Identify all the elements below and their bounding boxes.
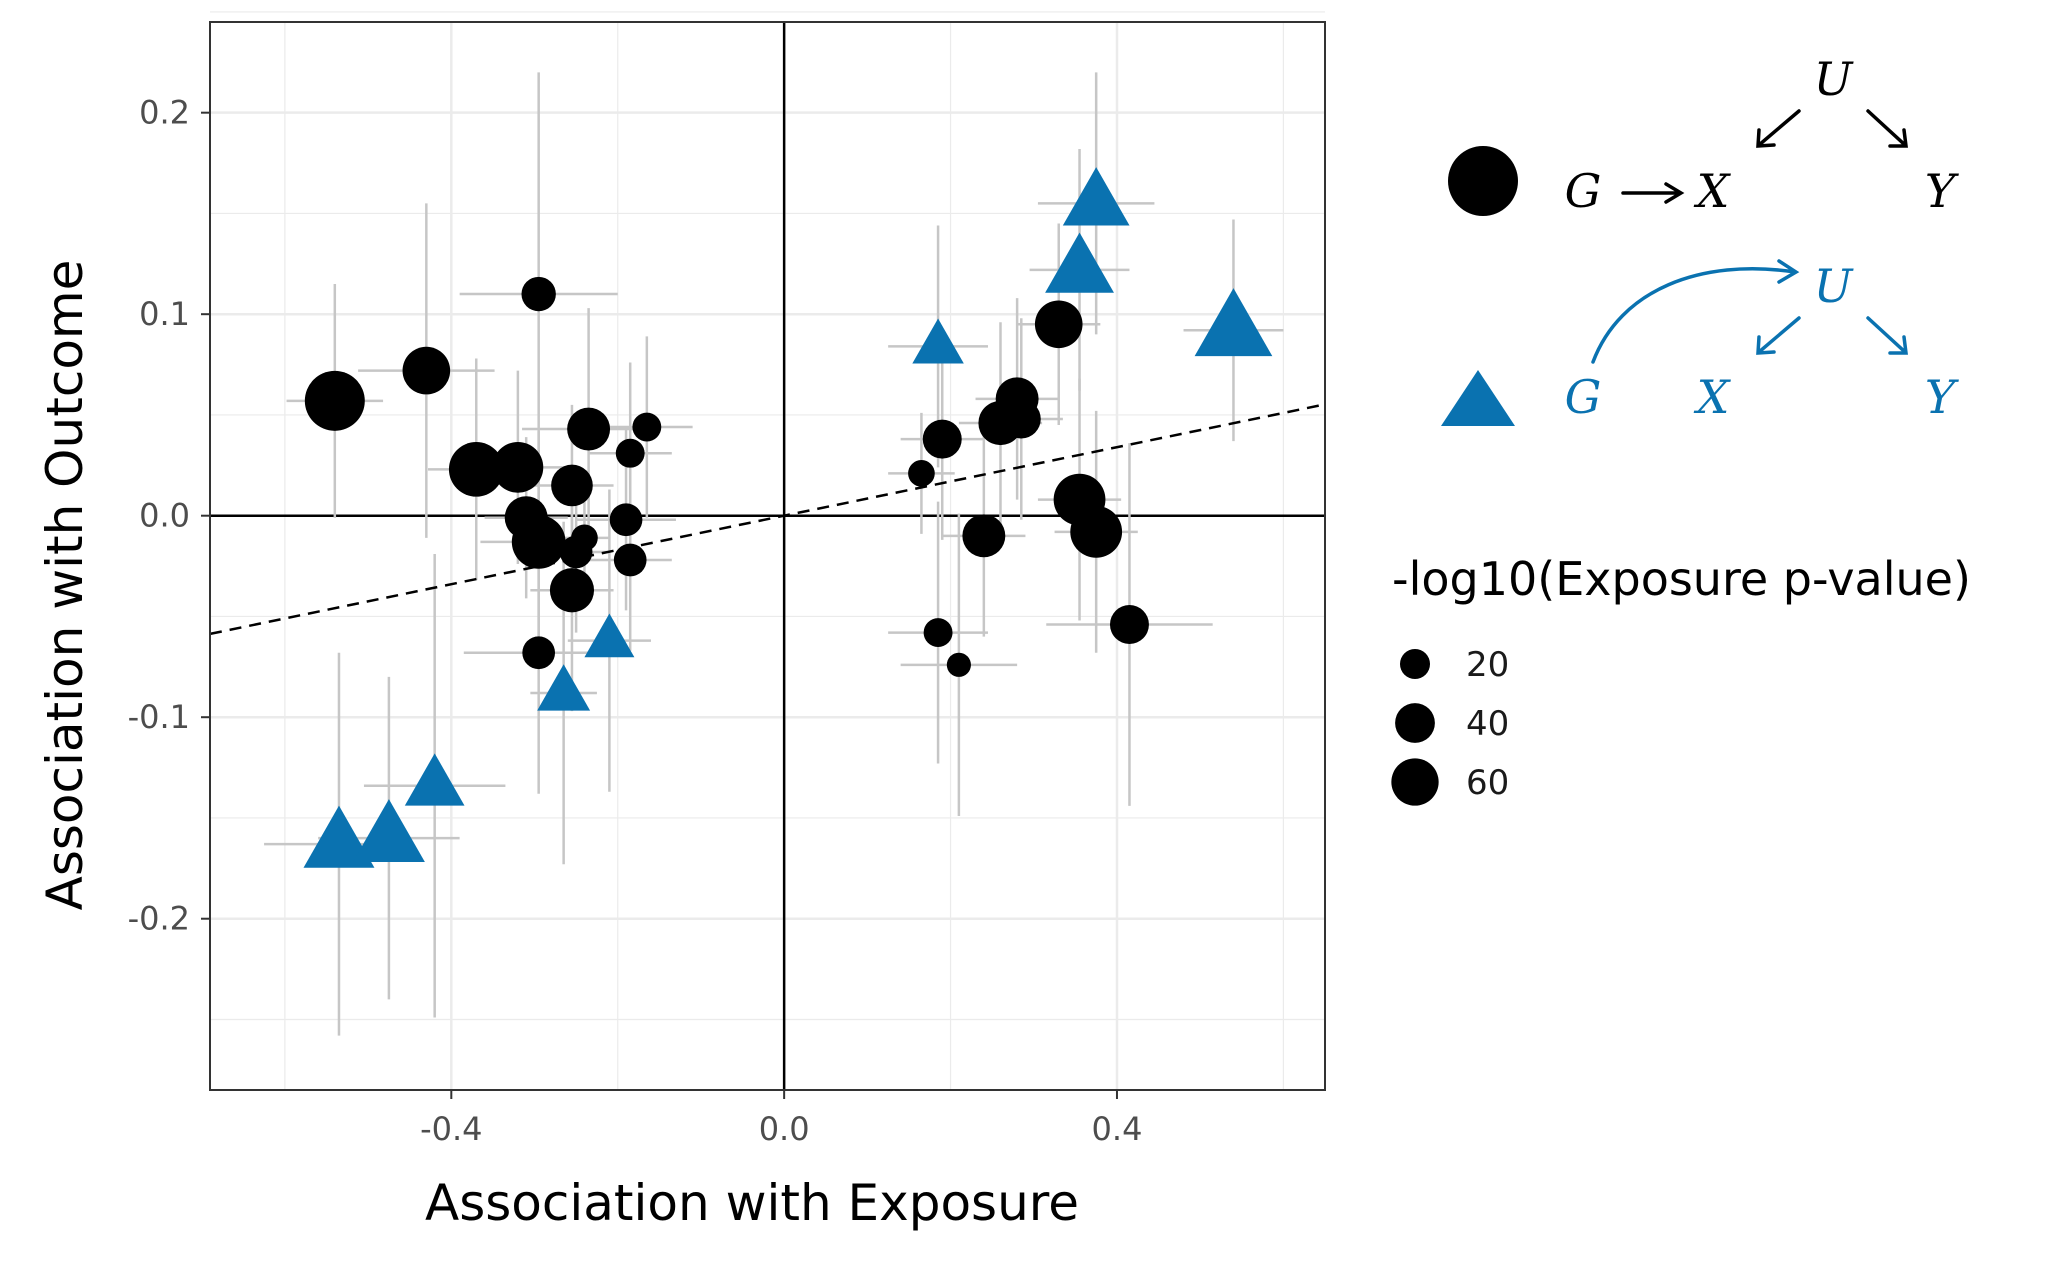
zero-lines: [210, 22, 1325, 1090]
arrow-u-to-y-icon: [1866, 109, 1908, 148]
legend-circle-marker: [1448, 146, 1518, 216]
y-tick-label: 0.1: [139, 295, 190, 333]
dag-node-y: Y: [1925, 164, 1960, 218]
circle-point: [521, 276, 556, 312]
circle-point: [922, 419, 962, 459]
triangle-point: [1194, 288, 1273, 357]
triangle-point: [303, 805, 375, 868]
circle-point: [567, 407, 611, 451]
circle-point: [522, 636, 556, 670]
circle-point: [1034, 300, 1083, 349]
circle-point: [492, 441, 544, 493]
size-legend-circle: [1391, 758, 1439, 806]
circle-point: [304, 370, 365, 431]
circle-point: [571, 524, 598, 552]
dag-node-x: X: [1694, 164, 1732, 218]
y-axis-ticks: -0.2 -0.1 0.0 0.1 0.2: [128, 94, 210, 938]
size-legend-label: 20: [1466, 645, 1509, 685]
circle-point: [908, 460, 935, 487]
circle-point: [962, 514, 1006, 558]
x-axis-title: Association with Exposure: [425, 1174, 1079, 1232]
triangle-point: [912, 318, 964, 364]
size-legend-circle: [1395, 703, 1435, 743]
circle-point: [511, 515, 566, 569]
x-tick-label: -0.4: [420, 1110, 482, 1148]
arrow-g-to-x-icon: [1621, 182, 1685, 204]
legend-triangle-marker: [1441, 370, 1515, 426]
dag-node-x: X: [1694, 370, 1732, 424]
x-axis-ticks: -0.4 0.0 0.4: [420, 1090, 1142, 1148]
pleiotropic-dag-diagram: U G X Y: [1441, 259, 1960, 426]
dashed-reference-line: [209, 403, 1326, 636]
arrow-u-to-x-icon: [1756, 316, 1801, 355]
y-tick-label: 0.0: [139, 497, 190, 535]
triangle-point: [352, 799, 425, 863]
circle-point: [609, 503, 643, 537]
dag-node-u: U: [1814, 52, 1855, 106]
x-tick-label: 0.4: [1092, 1110, 1143, 1148]
confounded-dag-diagram: U G X Y: [1448, 52, 1960, 218]
size-legend-title: -log10(Exposure p-value): [1392, 552, 1971, 606]
size-legend-label: 60: [1466, 763, 1509, 803]
dag-node-u: U: [1814, 259, 1855, 313]
circle-point: [923, 618, 953, 648]
circle-point: [448, 442, 504, 497]
circle-point: [1001, 399, 1041, 439]
arrow-u-to-x-icon: [1756, 109, 1801, 148]
dag-node-y: Y: [1925, 370, 1960, 424]
scatter-plot: -0.4 0.0 0.4 -0.2 -0.1 0.0 0.1 0.2 Association…: [36, 11, 1326, 1232]
circle-point: [946, 652, 971, 677]
circle-point: [549, 568, 595, 613]
triangle-point: [537, 664, 591, 711]
y-axis-title: Association with Outcome: [36, 260, 94, 911]
dag-node-g: G: [1565, 164, 1602, 218]
circle-point: [613, 543, 647, 577]
panel-border: [209, 21, 1326, 1091]
panel-background: [210, 22, 1325, 1090]
triangle-point: [1062, 167, 1130, 226]
circle-point: [1070, 505, 1123, 558]
x-tick-label: 0.0: [759, 1110, 810, 1148]
circle-point: [551, 464, 593, 507]
arrow-u-to-y-icon: [1866, 316, 1908, 355]
size-legend: -log10(Exposure p-value) 20 40 60: [1391, 552, 1971, 806]
size-legend-circle: [1399, 648, 1431, 680]
circle-point: [615, 438, 645, 468]
arrow-g-to-u-curved-icon: [1591, 259, 1800, 364]
data-points: [303, 167, 1273, 868]
y-tick-label: -0.2: [128, 900, 190, 938]
size-legend-label: 40: [1466, 704, 1509, 744]
circle-point: [402, 346, 451, 395]
circle-point: [632, 412, 662, 442]
triangle-point: [1045, 232, 1114, 293]
y-tick-label: 0.2: [139, 94, 190, 132]
y-tick-label: -0.1: [128, 698, 190, 736]
dag-node-g: G: [1565, 370, 1602, 424]
triangle-point: [584, 613, 635, 658]
circle-point: [1109, 605, 1149, 644]
triangle-point: [404, 753, 465, 806]
